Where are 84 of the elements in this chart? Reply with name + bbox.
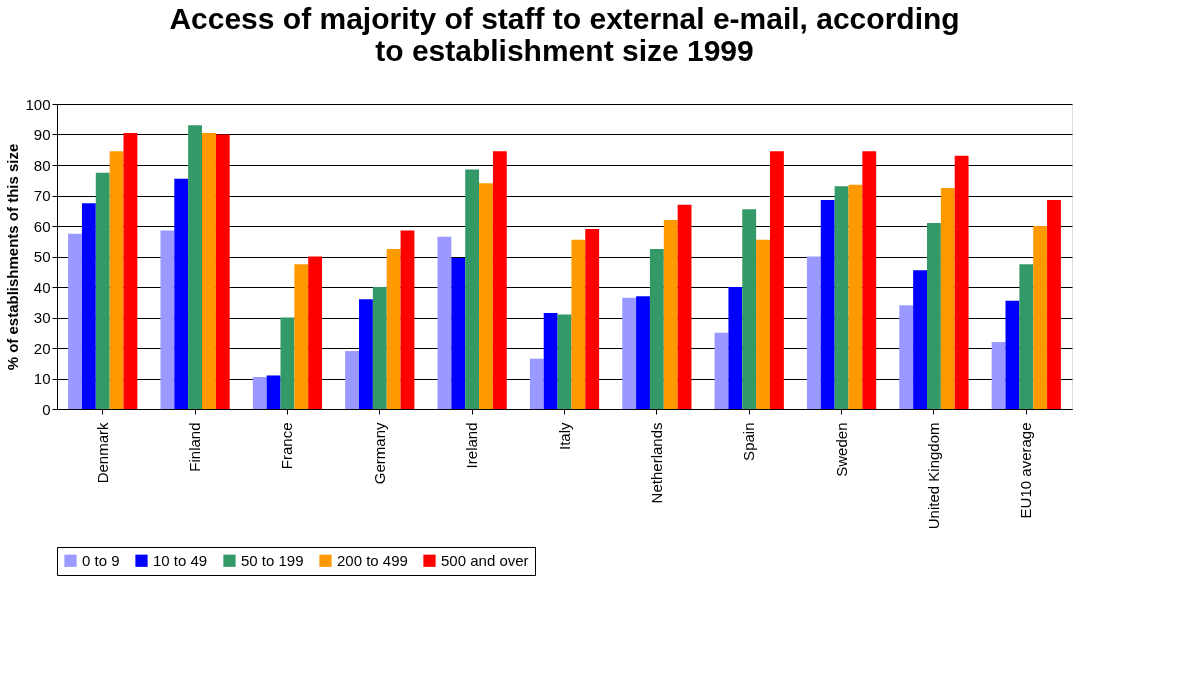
bar [400, 230, 415, 409]
bar [95, 172, 110, 409]
bar [927, 222, 941, 409]
bar [714, 332, 729, 409]
bar [266, 375, 281, 409]
legend-label: 0 to 9 [82, 551, 120, 569]
y-tick-label: 100 [25, 95, 51, 113]
bar [622, 297, 637, 409]
bar [252, 376, 267, 409]
bar [202, 132, 216, 409]
x-tick-label: France [278, 422, 296, 470]
bar [160, 230, 175, 409]
bar [769, 151, 784, 409]
bar [294, 264, 309, 409]
bar [834, 186, 849, 409]
x-tick-label: Italy [555, 422, 573, 451]
bar [109, 151, 124, 409]
bar [479, 183, 493, 409]
y-tick-label: 10 [33, 370, 51, 387]
bar [465, 169, 480, 409]
bar [728, 287, 743, 409]
legend-label: 200 to 499 [337, 551, 408, 569]
bar [848, 184, 863, 409]
bar [557, 314, 572, 409]
bar [806, 256, 821, 409]
legend-label: 50 to 199 [241, 551, 304, 569]
bar [820, 200, 835, 409]
bar [1033, 226, 1048, 409]
x-tick-label: United Kingdom [924, 422, 942, 530]
x-tick-label: EU10 average [1017, 422, 1035, 519]
y-tick-label: 50 [33, 248, 51, 265]
x-tick-label: Netherlands [647, 422, 665, 504]
bar [188, 125, 202, 409]
bar [636, 296, 650, 409]
bar [386, 248, 401, 409]
bar [543, 312, 558, 409]
bar [359, 299, 373, 409]
bar [280, 317, 295, 409]
bar [437, 236, 452, 409]
bar [649, 248, 664, 409]
x-tick-label: Finland [186, 422, 204, 472]
x-tick-label: Denmark [93, 422, 111, 484]
y-tick-label: 70 [33, 187, 51, 204]
y-tick-label: 0 [42, 400, 51, 418]
bar [677, 204, 692, 409]
chart-title: Access of majority of staff to external e-mail, according to establishment size 1999 [169, 2, 960, 67]
y-tick-label: 20 [33, 339, 51, 357]
y-tick-label: 40 [33, 278, 51, 296]
bar [123, 132, 138, 409]
x-tick-label: Spain [740, 422, 758, 461]
bar [492, 151, 507, 409]
bar [663, 219, 678, 409]
bar [742, 209, 757, 409]
y-tick-label: 80 [33, 156, 51, 174]
bar [954, 155, 969, 409]
x-tick-label: Sweden [832, 422, 850, 477]
bar [940, 187, 955, 409]
bar [1047, 200, 1061, 409]
y-tick-label: 30 [33, 309, 51, 326]
bar [451, 258, 466, 409]
bar [756, 239, 770, 409]
x-tick-label: Germany [370, 422, 388, 485]
bar [372, 287, 387, 409]
bar [571, 239, 586, 409]
bar [215, 134, 230, 409]
bar [174, 178, 189, 409]
bar [585, 229, 600, 409]
y-axis-title: % of establishments of this size [4, 143, 22, 371]
bar [529, 358, 544, 409]
bar [81, 203, 96, 409]
bar [1019, 264, 1034, 409]
y-tick-label: 90 [33, 126, 51, 143]
bar [899, 305, 914, 409]
bar [1005, 300, 1020, 409]
bar [913, 270, 927, 409]
y-tick-label: 60 [33, 217, 51, 235]
bar [308, 256, 323, 409]
bar [862, 151, 877, 409]
legend-label: 500 and over [441, 551, 529, 569]
bar [68, 233, 82, 409]
legend-label: 10 to 49 [153, 551, 208, 569]
bar [991, 341, 1006, 409]
x-tick-label: Ireland [463, 422, 481, 469]
bar [345, 351, 360, 409]
